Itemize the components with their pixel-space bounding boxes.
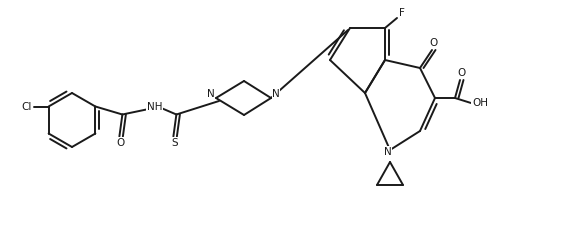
Text: OH: OH — [472, 98, 488, 108]
Text: S: S — [171, 138, 178, 148]
Text: O: O — [430, 38, 438, 48]
Text: O: O — [116, 138, 124, 148]
Text: F: F — [399, 8, 405, 18]
Text: N: N — [207, 89, 215, 99]
Text: NH: NH — [147, 103, 162, 113]
Text: N: N — [384, 147, 392, 157]
Text: O: O — [458, 68, 466, 78]
Text: Cl: Cl — [22, 101, 32, 111]
Text: N: N — [272, 89, 280, 99]
